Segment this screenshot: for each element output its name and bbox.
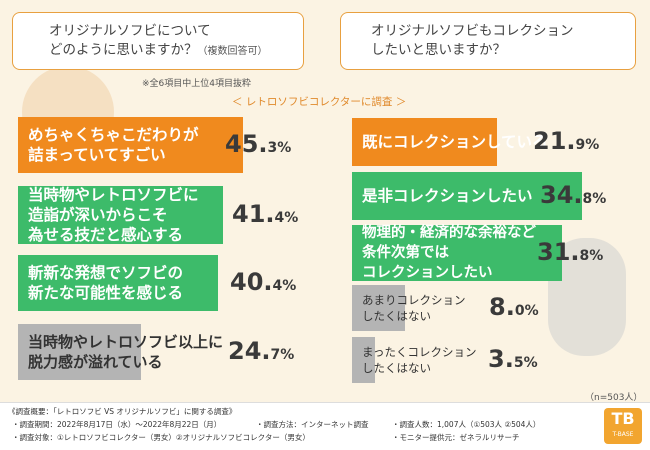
footer-provider: ・モニター提供元：ゼネラルリサーチ <box>392 433 520 442</box>
bar-1-2 <box>18 186 223 244</box>
bar-label-2-5-2: したくはない <box>362 361 431 375</box>
bar-label-2-4-2: したくはない <box>362 309 431 323</box>
bar-label-1-3-1: 斬新な発想でソフビの <box>28 264 184 282</box>
bar-label-2-3-1: 物理的・経済的な余裕など <box>362 225 536 241</box>
bar-label-2-4-1: あまりコレクション <box>362 293 466 307</box>
bar-2-5 <box>352 337 375 383</box>
bar-label-2-2-1: 是非コレクションしたい <box>362 187 533 205</box>
bar-value-2-4: 8.0% <box>489 293 539 321</box>
footer-title: 《調査概要：「レトロソフビ VS オリジナルソフビ」に関する調査》 <box>8 407 237 416</box>
bar-1-4 <box>18 324 141 380</box>
bar-label-2-3-2: 条件次第では <box>362 245 449 261</box>
footer-count: ・調査人数：1,007人（①503人 ②504人） <box>392 420 541 429</box>
sample-size: （n=503人） <box>585 393 643 403</box>
bar-label-2-5-1: まったくコレクション <box>362 345 477 359</box>
bar-value-1-2: 41.4% <box>232 200 299 228</box>
footer-period: ・調査期間：2022年8月17日（水）～2022年8月22日（月） <box>12 420 222 429</box>
bar-value-2-2: 34.8% <box>540 181 607 209</box>
question-box-right: オリジナルソフビもコレクション したいと思いますか？ <box>340 12 636 70</box>
question-box-left: オリジナルソフビについて どのように思いますか？（複数回答可） <box>12 12 304 70</box>
bar-value-2-3: 31.8% <box>537 238 604 266</box>
bar-label-1-2-1: 当時物やレトロソフビに <box>28 186 199 204</box>
logo-mark: TB <box>611 409 635 428</box>
bar-2-3 <box>352 225 562 281</box>
bar-2-2 <box>352 172 582 220</box>
bar-2-1 <box>352 118 497 166</box>
question-right-line1: オリジナルソフビもコレクション <box>371 23 574 39</box>
bar-1-1 <box>18 117 243 173</box>
bar-label-2-1-1: 既にコレクションしている <box>362 133 548 151</box>
bar-label-1-3-2: 新たな可能性を感じる <box>28 284 184 302</box>
bar-label-1-4-2: 脱力感が溢れている <box>28 353 163 371</box>
bar-label-1-1-1: めちゃくちゃこだわりが <box>28 126 199 144</box>
bar-label-1-4-1: 当時物やレトロソフビ以上に <box>28 333 224 351</box>
note-top4: ※全6項目中上位4項目抜粋 <box>142 79 251 89</box>
bar-2-4 <box>352 285 405 331</box>
bar-value-1-1: 45.3% <box>225 130 292 158</box>
footer-target: ・調査対象：①レトロソフビコレクター（男女）②オリジナルソフビコレクター（男女） <box>12 433 310 442</box>
bar-1-3 <box>18 255 218 311</box>
question-left-line1: オリジナルソフビについて <box>49 23 211 39</box>
question-left-line2: どのように思いますか？（複数回答可） <box>49 42 268 58</box>
group-title: ＜ レトロソフビコレクターに調査 ＞ <box>232 96 407 108</box>
bar-label-1-1-2: 詰まっていてすごい <box>28 146 166 164</box>
bar-label-1-2-3: 為せる技だと感心する <box>28 226 184 244</box>
question-right-line2: したいと思いますか？ <box>371 42 506 58</box>
bar-value-1-3: 40.4% <box>230 268 297 296</box>
logo-text: T-BASE <box>612 431 634 438</box>
footer-method: ・調査方法：インターネット調査 <box>256 420 369 429</box>
bar-value-2-1: 21.9% <box>533 127 600 155</box>
bar-label-1-2-2: 造詣が深いからこそ <box>28 206 168 224</box>
bar-value-1-4: 24.7% <box>228 337 295 365</box>
tbase-logo: TB T-BASE <box>604 408 642 444</box>
survey-footer: 《調査概要：「レトロソフビ VS オリジナルソフビ」に関する調査》 ・調査期間：… <box>0 402 650 450</box>
bar-value-2-5: 3.5% <box>488 345 538 373</box>
bar-label-2-3-3: コレクションしたい <box>362 265 493 281</box>
